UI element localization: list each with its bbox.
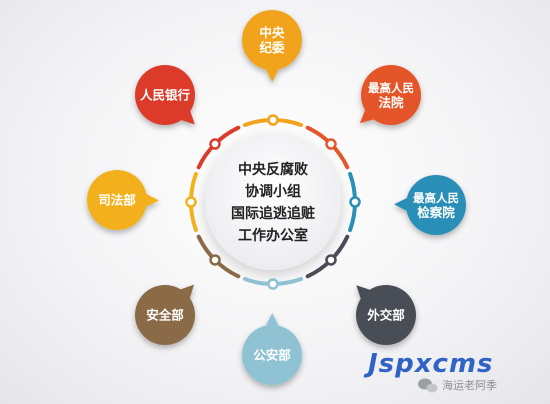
node-renmin-yinhang — [135, 65, 195, 125]
node-anquanbu — [135, 284, 195, 345]
node-label-gonganbu-0: 公安部 — [253, 348, 291, 363]
node-label-anquanbu-0: 安全部 — [146, 308, 184, 323]
node-label-zuigao-jianchayuan-1: 检察院 — [417, 205, 455, 220]
connector-dot-zuigao-jianchayuan — [349, 196, 361, 208]
node-bubble-sifabu — [87, 170, 147, 230]
node-label-zuigao-fayuan-0: 最高人民 — [368, 81, 414, 95]
wechat-icon — [418, 378, 438, 393]
center-line-2: 协调小组 — [245, 183, 301, 200]
node-sifabu — [87, 170, 159, 230]
watermark: Jspxcms 海运老阿季 — [363, 349, 497, 393]
node-bubble-waijiaobu — [356, 285, 416, 345]
node-bubble-zuigao-fayuan — [361, 65, 421, 125]
node-zuigao-fayuan — [359, 65, 421, 125]
connector-dot-zhongyang-jiwei — [267, 114, 279, 126]
watermark-account: 海运老阿季 — [442, 378, 497, 392]
center-circle — [205, 134, 341, 270]
node-bubble-renmin-yinhang — [135, 65, 195, 125]
connector-dot-renmin-yinhang — [209, 138, 221, 150]
center-line-4: 工作办公室 — [238, 227, 308, 244]
node-gonganbu — [242, 313, 302, 385]
watermark-logo: Jspxcms — [363, 349, 494, 379]
center-hub: 中央反腐败 协调小组 国际追逃追赃 工作办公室 — [205, 134, 341, 270]
node-label-renmin-yinhang-0: 人民银行 — [140, 88, 191, 103]
center-line-1: 中央反腐败 — [238, 161, 309, 178]
node-label-waijiaobu-0: 外交部 — [366, 308, 405, 323]
node-zuigao-jianchayuan — [394, 175, 466, 235]
node-bubble-gonganbu — [242, 325, 302, 385]
connector-dot-zuigao-fayuan — [325, 138, 337, 150]
node-label-zhongyang-jiwei-0: 中央 — [259, 25, 285, 40]
node-zhongyang-jiwei — [242, 10, 302, 82]
node-label-sifabu-0: 司法部 — [98, 193, 136, 208]
connector-dot-gonganbu — [267, 278, 279, 290]
node-label-zhongyang-jiwei-1: 纪委 — [259, 40, 285, 55]
connector-dot-waijiaobu — [325, 254, 337, 266]
node-label-zuigao-fayuan-1: 法院 — [378, 95, 404, 110]
node-bubble-anquanbu — [135, 285, 195, 345]
node-bubble-zuigao-jianchayuan — [406, 175, 466, 235]
node-waijiaobu — [356, 285, 416, 345]
connectors — [185, 114, 361, 290]
connector-dot-anquanbu — [209, 254, 221, 266]
node-bubble-zhongyang-jiwei — [242, 10, 302, 70]
node-label-zuigao-jianchayuan-0: 最高人民 — [413, 191, 459, 205]
center-line-3: 国际追逃追赃 — [231, 205, 315, 222]
connector-dot-sifabu — [185, 196, 197, 208]
